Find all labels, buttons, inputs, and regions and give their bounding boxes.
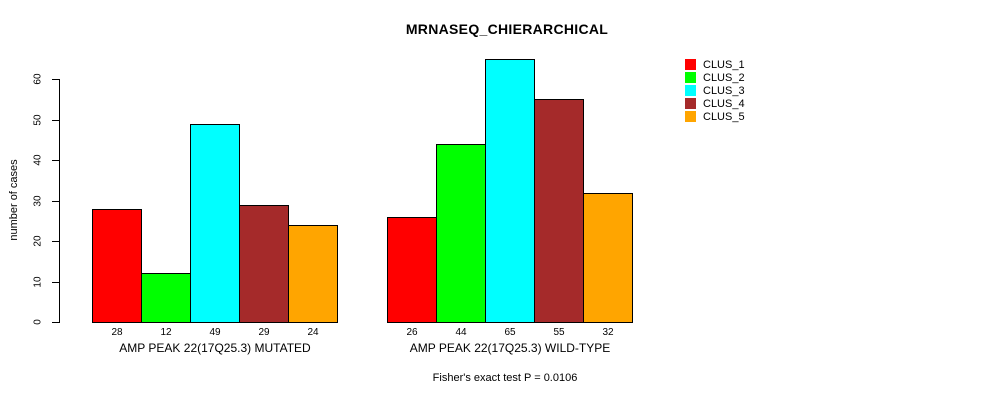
y-tick-label: 60 [32,73,44,85]
bar [436,143,486,323]
legend-label: CLUS_3 [703,84,745,97]
bar [485,59,535,323]
y-tick-mark [52,119,59,121]
y-tick-mark [52,322,59,323]
bar-value-label: 29 [258,327,270,338]
y-tick-mark [52,281,59,283]
y-tick-mark [52,241,59,243]
y-tick-label: 20 [32,235,44,247]
bar-value-label: 26 [406,327,418,338]
legend-swatch [685,98,696,109]
bar [387,216,437,323]
y-tick-mark [52,160,59,162]
y-tick-label: 0 [32,319,44,325]
bar [239,204,289,323]
group-label: AMP PEAK 22(17Q25.3) MUTATED [119,341,311,355]
footer-note: Fisher's exact test P = 0.0106 [432,372,578,384]
y-axis-line [59,79,60,323]
group-label: AMP PEAK 22(17Q25.3) WILD-TYPE [409,341,611,355]
y-tick-label: 50 [32,114,44,126]
legend-row: CLUS_3 [685,84,745,97]
y-tick-label: 10 [32,275,44,288]
bar [141,273,191,323]
legend: CLUS_1 CLUS_2 CLUS_3 CLUS_4 CLUS_5 [685,58,745,123]
y-axis-label: number of cases [8,159,20,241]
bar-value-label: 44 [455,327,467,338]
legend-row: CLUS_1 [685,58,745,71]
y-tick-mark [52,200,59,202]
bar-value-label: 24 [307,327,319,338]
legend-label: CLUS_4 [703,97,745,110]
bar [583,192,633,323]
bar-value-label: 28 [111,327,123,338]
y-tick-mark [52,79,59,81]
bar [534,99,584,323]
legend-row: CLUS_2 [685,71,745,84]
legend-label: CLUS_5 [703,110,745,123]
bar-value-label: 55 [553,327,565,338]
legend-row: CLUS_4 [685,97,745,110]
bar [190,123,240,323]
bar-value-label: 32 [602,327,614,338]
legend-label: CLUS_2 [703,71,745,84]
legend-swatch [685,111,696,122]
chart-title: MRNASEQ_CHIERARCHICAL [405,21,609,37]
bar-value-label: 65 [504,327,516,338]
legend-swatch [685,85,696,96]
legend-swatch [685,59,696,70]
y-tick-label: 40 [32,154,44,166]
bar [92,208,142,323]
legend-label: CLUS_1 [703,58,745,71]
bar-value-label: 12 [160,327,172,338]
bar [288,224,338,323]
legend-swatch [685,72,696,83]
y-tick-label: 30 [32,195,44,207]
legend-row: CLUS_5 [685,110,745,123]
bar-value-label: 49 [209,327,221,338]
